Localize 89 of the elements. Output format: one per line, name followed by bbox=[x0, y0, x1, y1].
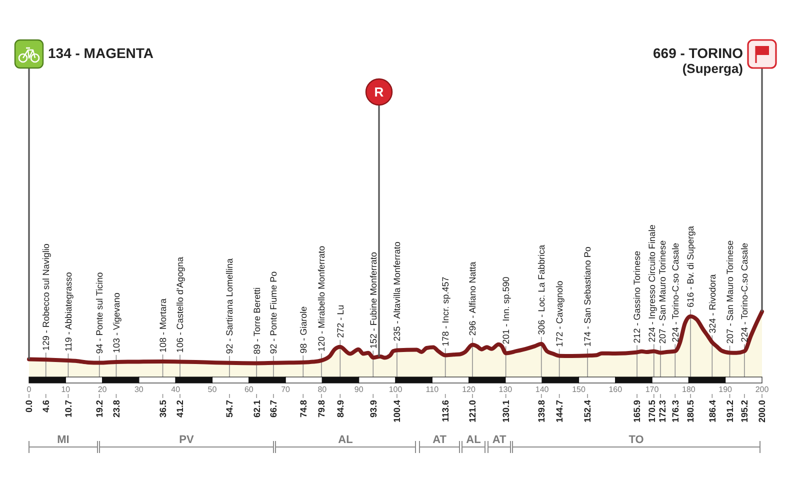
x-tick-label: 70 bbox=[281, 385, 291, 394]
x-tick-label: 140 bbox=[535, 385, 550, 394]
x-tick-label: 40 bbox=[171, 385, 181, 394]
x2-tick-label: 19.2 bbox=[94, 400, 105, 418]
x-tick-label: 60 bbox=[244, 385, 254, 394]
data-label: 172 - Cavagnolo bbox=[554, 280, 564, 347]
ref-line-label: R bbox=[374, 84, 384, 100]
text: TO bbox=[628, 434, 644, 446]
x2-tick-label: 93.9 bbox=[368, 400, 378, 418]
x2-tick-label: 170.5 bbox=[647, 400, 658, 423]
x2-tick-label: 191.2 bbox=[724, 400, 735, 423]
x2-tick-label: 200.0 bbox=[757, 400, 768, 423]
x-tick-label: 30 bbox=[134, 385, 144, 394]
x2-tick-label: 66.7 bbox=[268, 400, 279, 418]
x-tick-label: 150 bbox=[572, 385, 586, 394]
data-label: 106 - Castello d'Agogna bbox=[175, 256, 186, 353]
x-tick-label: 90 bbox=[354, 385, 364, 394]
x2-tick-label: 100.4 bbox=[392, 400, 402, 423]
data-label: 120 - Mirabello Monferrato bbox=[316, 246, 327, 352]
data-label: 108 - Mortara bbox=[158, 298, 168, 353]
x-tick-label: 50 bbox=[208, 385, 218, 394]
data-label: 224 - Torino-C.so Casale bbox=[670, 242, 680, 342]
data-label: 224 - Ingresso Circuito Finale bbox=[647, 224, 658, 342]
text: AL bbox=[466, 434, 482, 446]
data-label: 152 - Fubine Monferrato bbox=[368, 252, 378, 349]
x2-tick-label: 186.4 bbox=[707, 400, 718, 423]
x-tick-label: 180 bbox=[682, 385, 696, 394]
data-label: 92 - Sartirana Lomellina bbox=[224, 258, 235, 354]
x-tick-label: 190 bbox=[718, 385, 733, 394]
x2-tick-label: 195.2 bbox=[740, 400, 750, 423]
data-label: 207 - San Mauro Torinese bbox=[724, 240, 735, 344]
data-label: 178 - Incr. sp.457 bbox=[440, 276, 450, 346]
x2-tick-label: 36.5 bbox=[158, 400, 168, 418]
x2-tick-label: 172.3 bbox=[658, 400, 668, 423]
x-tick-label: 170 bbox=[645, 385, 660, 394]
x-tick-label: 0 bbox=[26, 385, 32, 394]
x-tick-label: 10 bbox=[61, 385, 71, 394]
data-label: 92 - Ponte Fiume Po bbox=[268, 271, 279, 354]
x2-tick-label: 54.7 bbox=[224, 400, 235, 418]
x2-tick-label: 41.2 bbox=[175, 400, 186, 418]
x2-tick-label: 23.8 bbox=[111, 400, 122, 418]
data-label: 174 - San Sebastiano Po bbox=[582, 246, 593, 347]
data-label: 224 - Torino-C.so Casale bbox=[740, 242, 750, 342]
text: AL bbox=[338, 434, 354, 446]
text: MI bbox=[57, 434, 70, 446]
data-label: 306 - Loc. La Fabbrica bbox=[536, 244, 547, 335]
data-label: 119 - Abbiategrasso bbox=[63, 272, 74, 352]
x2-tick-label: 130.1 bbox=[500, 400, 511, 423]
data-label: 324 - Rivodora bbox=[707, 274, 718, 334]
ref-line-label: 669 - TORINO (Superga) bbox=[653, 45, 744, 76]
x-tick-label: 100 bbox=[388, 385, 403, 394]
text: PV bbox=[179, 434, 194, 446]
x-tick-label: 160 bbox=[608, 385, 623, 394]
x2-tick-label: 176.3 bbox=[670, 400, 680, 423]
data-label: 94 - Ponte sul Ticino bbox=[94, 272, 105, 354]
data-label: 212 - Gassino Torinese bbox=[632, 250, 642, 344]
x2-tick-label: 10.7 bbox=[63, 400, 74, 418]
data-label: 296 - Alfiano Natta bbox=[468, 262, 478, 336]
x2-tick-label: 0.0 bbox=[24, 400, 34, 413]
data-label: 616 - Bv. di Superga bbox=[686, 226, 696, 308]
data-label: 201 - Inn. sp.590 bbox=[500, 276, 511, 344]
data-label: 103 - Vigevano bbox=[111, 292, 122, 353]
data-label: 272 - Lu bbox=[335, 304, 346, 338]
x2-tick-label: 4.6 bbox=[41, 400, 52, 413]
text: AT bbox=[492, 434, 506, 446]
x2-tick-label: 165.9 bbox=[632, 400, 642, 423]
x2-tick-label: 79.8 bbox=[316, 400, 327, 418]
x2-tick-label: 180.5 bbox=[686, 400, 696, 423]
x2-tick-label: 84.9 bbox=[335, 400, 346, 418]
x2-tick-label: 121.0 bbox=[468, 400, 478, 423]
x-tick-label: 80 bbox=[318, 385, 328, 394]
ref-line-label: 134 - MAGENTA bbox=[48, 45, 154, 61]
x-tick-label: 110 bbox=[426, 385, 440, 394]
data-label: 207 - San Mauro Torinese bbox=[658, 240, 668, 344]
data-label: 89 - Torre Beretti bbox=[252, 287, 262, 354]
data-label: 235 - Altavilla Monferrato bbox=[392, 242, 402, 342]
x2-tick-label: 113.6 bbox=[440, 400, 450, 422]
x2-tick-label: 62.1 bbox=[252, 400, 262, 418]
x2-tick-label: 152.4 bbox=[582, 400, 593, 423]
x-tick-label: 20 bbox=[98, 385, 108, 394]
x2-tick-label: 74.8 bbox=[298, 400, 308, 418]
x-tick-label: 200 bbox=[755, 385, 770, 394]
x-tick-label: 130 bbox=[498, 385, 513, 394]
data-label: 98 - Giarole bbox=[298, 306, 308, 354]
data-label: 129 - Robecco sul Naviglio bbox=[41, 244, 52, 351]
text: AT bbox=[432, 434, 447, 446]
x2-tick-label: 139.8 bbox=[536, 400, 547, 423]
x2-tick-label: 144.7 bbox=[554, 400, 564, 423]
x-tick-label: 120 bbox=[462, 385, 476, 394]
